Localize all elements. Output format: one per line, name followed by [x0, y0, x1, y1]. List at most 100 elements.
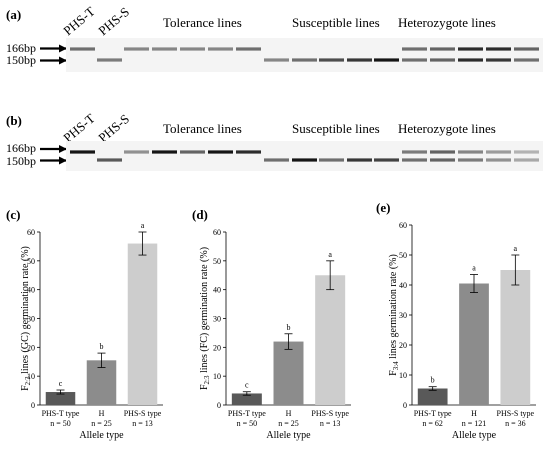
bar-chart-e: 0 10 20 30 40 50 60 F3:4 lines germination rate…	[388, 221, 536, 441]
gel-band	[70, 47, 95, 51]
significance-letter: a	[328, 250, 332, 259]
category-label: H	[471, 409, 477, 418]
category-label: PHS-T type	[228, 409, 266, 418]
gel-band	[70, 150, 95, 154]
y-axis-label: F2:3 lines (FC) germination rate (%)	[199, 247, 211, 390]
y-tick-label: 30	[213, 315, 221, 324]
gel-band	[152, 47, 177, 51]
gel-band	[458, 150, 483, 154]
sample-size-label: n = 13	[320, 419, 341, 428]
gel-band	[430, 58, 455, 62]
category-label: H	[99, 409, 105, 418]
gel-band	[319, 58, 344, 62]
size-label-150-b: 150bp	[6, 154, 36, 168]
gel-band	[124, 150, 149, 154]
gel-band	[152, 150, 177, 154]
bar	[417, 388, 448, 405]
panel-label-e: (e)	[376, 200, 390, 215]
gel-band	[430, 47, 455, 51]
y-tick-label: 40	[27, 286, 35, 295]
gel-band	[236, 150, 261, 154]
gel-band	[486, 150, 511, 154]
y-tick-label: 50	[27, 257, 35, 266]
gel-bands-a	[70, 47, 539, 62]
gel-band	[486, 47, 511, 51]
gel-band	[514, 58, 539, 62]
bar	[231, 393, 262, 405]
gel-band	[236, 47, 261, 51]
group-label-tolerance-a: Tolerance lines	[163, 15, 242, 30]
gel-band	[319, 158, 344, 162]
sample-size-label: n = 36	[505, 419, 526, 428]
gel-band	[402, 58, 427, 62]
chart-panel-e: (e) 0 10 20 30 40 50 60 F3:4 lines germination …	[376, 200, 536, 441]
gel-band	[458, 158, 483, 162]
y-tick-label: 0	[403, 401, 407, 410]
gel-band	[458, 47, 483, 51]
gel-band	[486, 158, 511, 162]
x-axis-label: Allele type	[452, 430, 497, 441]
y-tick-label: 10	[27, 372, 35, 381]
size-label-150-a: 150bp	[6, 53, 36, 67]
col-label-phs-t-a: PHS-T	[60, 4, 97, 39]
gel-band	[430, 158, 455, 162]
gel-band	[402, 47, 427, 51]
y-tick-label: 40	[399, 281, 407, 290]
y-tick-label: 0	[31, 401, 35, 410]
sample-size-label: n = 13	[132, 419, 153, 428]
y-tick-label: 30	[27, 315, 35, 324]
chart-panel-c: (c) 0 10 20 30 40 50 60 F2:3 lines (GC) germina…	[6, 207, 163, 441]
gel-band	[374, 58, 399, 62]
bar	[315, 275, 346, 405]
y-tick-label: 0	[217, 401, 221, 410]
x-axis-label: Allele type	[79, 430, 124, 441]
y-tick-label: 10	[213, 372, 221, 381]
gel-band	[180, 47, 205, 51]
gel-band	[208, 150, 233, 154]
gel-bands-b	[70, 150, 539, 162]
significance-letter: c	[59, 379, 63, 388]
col-label-phs-s-a: PHS-S	[95, 4, 132, 38]
y-tick-label: 60	[213, 228, 221, 237]
significance-letter: a	[141, 221, 145, 230]
group-label-susceptible-a: Susceptible lines	[292, 15, 380, 30]
bar	[459, 283, 489, 405]
category-label: H	[286, 409, 292, 418]
panel-label-a: (a)	[6, 7, 21, 22]
group-label-susceptible-b: Susceptible lines	[292, 121, 380, 136]
x-axis-label: Allele type	[266, 430, 311, 441]
bar-chart-d: 0 10 20 30 40 50 60 F2:3 lines (FC) germination…	[199, 228, 351, 441]
gel-band	[264, 158, 289, 162]
group-label-tolerance-b: Tolerance lines	[163, 121, 242, 136]
significance-letter: b	[100, 342, 104, 351]
gel-band	[208, 47, 233, 51]
gel-band	[514, 158, 539, 162]
gel-band	[347, 58, 372, 62]
bar-chart-c: 0 10 20 30 40 50 60 F2:3 lines (GC) germination…	[20, 221, 163, 441]
gel-band	[430, 150, 455, 154]
panel-label-c: (c)	[6, 207, 20, 222]
bar	[127, 243, 158, 405]
significance-letter: c	[245, 381, 249, 390]
sample-size-label: n = 50	[50, 419, 71, 428]
y-tick-label: 20	[399, 341, 407, 350]
size-label-166-b: 166bp	[6, 141, 36, 155]
category-label: PHS-S type	[311, 409, 349, 418]
y-tick-label: 40	[213, 286, 221, 295]
col-label-phs-s-b: PHS-S	[95, 111, 132, 145]
y-tick-label: 30	[399, 311, 407, 320]
chart-panel-d: (d) 0 10 20 30 40 50 60 F2:3 lines (FC) germina…	[192, 207, 351, 441]
gel-band	[402, 158, 427, 162]
gel-band	[97, 158, 122, 162]
gel-band	[180, 150, 205, 154]
col-label-phs-t-b: PHS-T	[60, 111, 97, 146]
category-label: PHS-T type	[42, 409, 80, 418]
sample-size-label: n = 62	[422, 419, 443, 428]
gel-background-a	[66, 38, 543, 72]
gel-panel-b: (b) PHS-T PHS-S Tolerance lines Suscepti…	[6, 111, 543, 171]
gel-panel-a: (a) PHS-T PHS-S Tolerance lines Suscepti…	[6, 4, 543, 72]
sample-size-label: n = 25	[91, 419, 112, 428]
sample-size-label: n = 50	[237, 419, 258, 428]
gel-band	[402, 150, 427, 154]
